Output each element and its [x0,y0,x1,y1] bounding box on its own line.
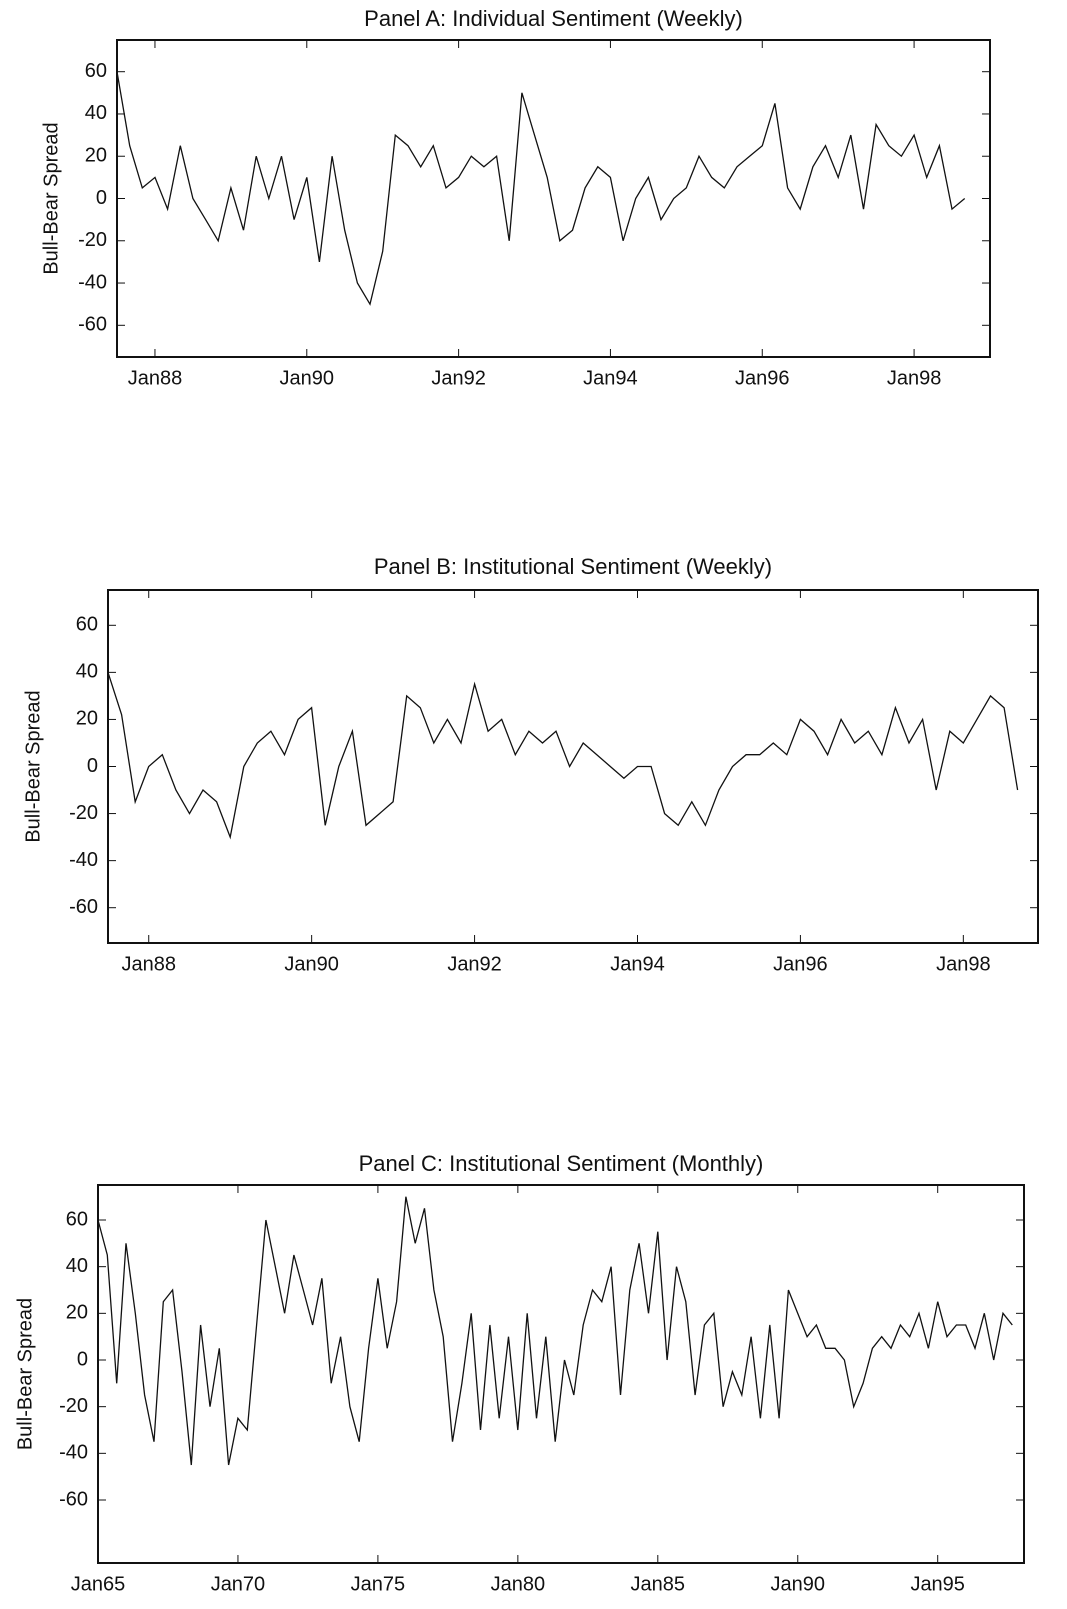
x-tick-label: Jan65 [71,1573,126,1595]
y-tick-label: 20 [85,145,107,167]
y-axis-label: Bull-Bear Spread [40,122,62,274]
x-tick-label: Jan90 [280,367,335,389]
chart-title: Panel B: Institutional Sentiment (Weekly… [374,554,772,579]
y-tick-label: 0 [77,1348,88,1370]
x-tick-label: Jan75 [351,1573,406,1595]
x-tick-label: Jan70 [211,1573,266,1595]
chart-title: Panel A: Individual Sentiment (Weekly) [364,6,743,31]
x-tick-label: Jan96 [735,367,790,389]
y-axis-label: Bull-Bear Spread [22,690,44,842]
y-tick-label: -20 [59,1395,88,1417]
plot-frame [107,589,1039,944]
y-tick-label: 40 [85,102,107,124]
y-tick-label: -60 [59,1488,88,1510]
y-tick-label: 0 [96,187,107,209]
y-tick-label: -20 [69,802,98,824]
plot-frame [97,1184,1025,1564]
y-axis-label: Bull-Bear Spread [14,1298,36,1450]
y-tick-label: -40 [69,849,98,871]
y-tick-label: -20 [78,229,107,251]
x-tick-label: Jan94 [583,367,638,389]
x-tick-label: Jan92 [431,367,486,389]
y-tick-label: 40 [66,1255,88,1277]
y-tick-label: 0 [87,755,98,777]
y-tick-label: -60 [78,314,107,336]
y-tick-label: -40 [78,271,107,293]
x-tick-label: Jan90 [770,1573,825,1595]
x-tick-label: Jan88 [128,367,183,389]
x-tick-label: Jan95 [910,1573,965,1595]
x-tick-label: Jan92 [447,953,502,975]
y-tick-label: -40 [59,1442,88,1464]
x-tick-label: Jan94 [610,953,665,975]
y-tick-label: 60 [66,1208,88,1230]
x-tick-label: Jan96 [773,953,828,975]
data-line [116,71,966,306]
x-tick-label: Jan98 [936,953,991,975]
x-tick-label: Jan85 [631,1573,686,1595]
y-tick-label: -60 [69,896,98,918]
y-tick-label: 60 [85,60,107,82]
data-line [97,1196,1013,1466]
x-tick-label: Jan98 [887,367,942,389]
x-tick-label: Jan90 [284,953,339,975]
y-tick-label: 20 [66,1302,88,1324]
y-tick-label: 60 [76,614,98,636]
y-tick-label: 40 [76,661,98,683]
x-tick-label: Jan88 [121,953,176,975]
chart-title: Panel C: Institutional Sentiment (Monthl… [359,1151,764,1176]
y-tick-label: 20 [76,708,98,730]
data-line [107,672,1019,840]
plot-frame [116,39,991,358]
x-tick-label: Jan80 [491,1573,546,1595]
